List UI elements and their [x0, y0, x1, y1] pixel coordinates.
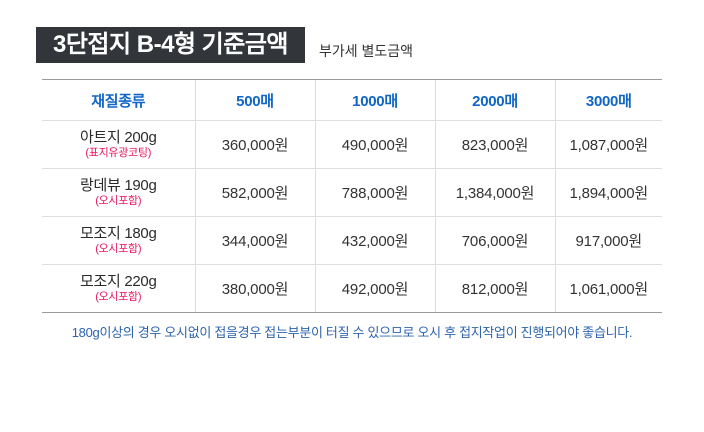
material-sub-note: (표지유광코팅) — [85, 147, 152, 159]
col-header-qty-1000: 1000매 — [314, 79, 435, 121]
price-cell: 1,061,000원 — [554, 264, 662, 313]
material-cell: 모조지 220g (오시포함) — [42, 264, 195, 313]
folding-caution-note: 180g이상의 경우 오시없이 접을경우 접는부분이 터질 수 있으므로 오시 … — [71, 325, 633, 340]
price-cell: 788,000원 — [314, 168, 435, 217]
material-name: 랑데뷰 190g — [79, 177, 157, 194]
price-cell: 1,087,000원 — [554, 120, 662, 169]
col-header-material: 재질종류 — [42, 79, 195, 121]
price-cell: 492,000원 — [314, 264, 435, 313]
header-row: 재질종류 500매 1000매 2000매 3000매 — [42, 79, 662, 121]
material-name: 모조지 220g — [79, 273, 157, 290]
price-cell: 432,000원 — [314, 216, 435, 265]
material-name: 모조지 180g — [79, 225, 157, 242]
price-table-header: 재질종류 500매 1000매 2000매 3000매 — [42, 79, 662, 121]
price-cell: 344,000원 — [194, 216, 315, 265]
price-cell: 706,000원 — [434, 216, 555, 265]
table-row: 모조지 180g (오시포함) 344,000원 432,000원 706,00… — [42, 216, 662, 265]
title-row: 3단접지 B-4형 기준금액 부가세 별도금액 — [36, 27, 413, 63]
material-cell: 랑데뷰 190g (오시포함) — [42, 168, 195, 217]
price-cell: 1,384,000원 — [434, 168, 555, 217]
price-cell: 823,000원 — [434, 120, 555, 169]
material-name: 아트지 200g — [79, 129, 157, 146]
table-row: 아트지 200g (표지유광코팅) 360,000원 490,000원 823,… — [42, 120, 662, 169]
table-row: 모조지 220g (오시포함) 380,000원 492,000원 812,00… — [42, 264, 662, 313]
col-header-qty-500: 500매 — [194, 79, 315, 121]
material-sub-note: (오시포함) — [95, 291, 142, 303]
col-header-qty-2000: 2000매 — [434, 79, 555, 121]
table-row: 랑데뷰 190g (오시포함) 582,000원 788,000원 1,384,… — [42, 168, 662, 217]
price-cell: 490,000원 — [314, 120, 435, 169]
price-cell: 1,894,000원 — [554, 168, 662, 217]
price-cell: 917,000원 — [554, 216, 662, 265]
price-table: 재질종류 500매 1000매 2000매 3000매 아트지 200g (표지… — [42, 79, 662, 313]
material-cell: 아트지 200g (표지유광코팅) — [42, 120, 195, 169]
col-header-qty-3000: 3000매 — [554, 79, 662, 121]
price-cell: 360,000원 — [194, 120, 315, 169]
section-title: 3단접지 B-4형 기준금액 — [53, 31, 289, 58]
material-cell: 모조지 180g (오시포함) — [42, 216, 195, 265]
price-cell: 812,000원 — [434, 264, 555, 313]
section-title-bar: 3단접지 B-4형 기준금액 — [36, 27, 305, 63]
price-table-body: 아트지 200g (표지유광코팅) 360,000원 490,000원 823,… — [42, 120, 662, 313]
material-sub-note: (오시포함) — [95, 243, 142, 255]
price-cell: 380,000원 — [194, 264, 315, 313]
vat-exclusive-note: 부가세 별도금액 — [319, 43, 414, 59]
price-cell: 582,000원 — [194, 168, 315, 217]
material-sub-note: (오시포함) — [95, 195, 142, 207]
